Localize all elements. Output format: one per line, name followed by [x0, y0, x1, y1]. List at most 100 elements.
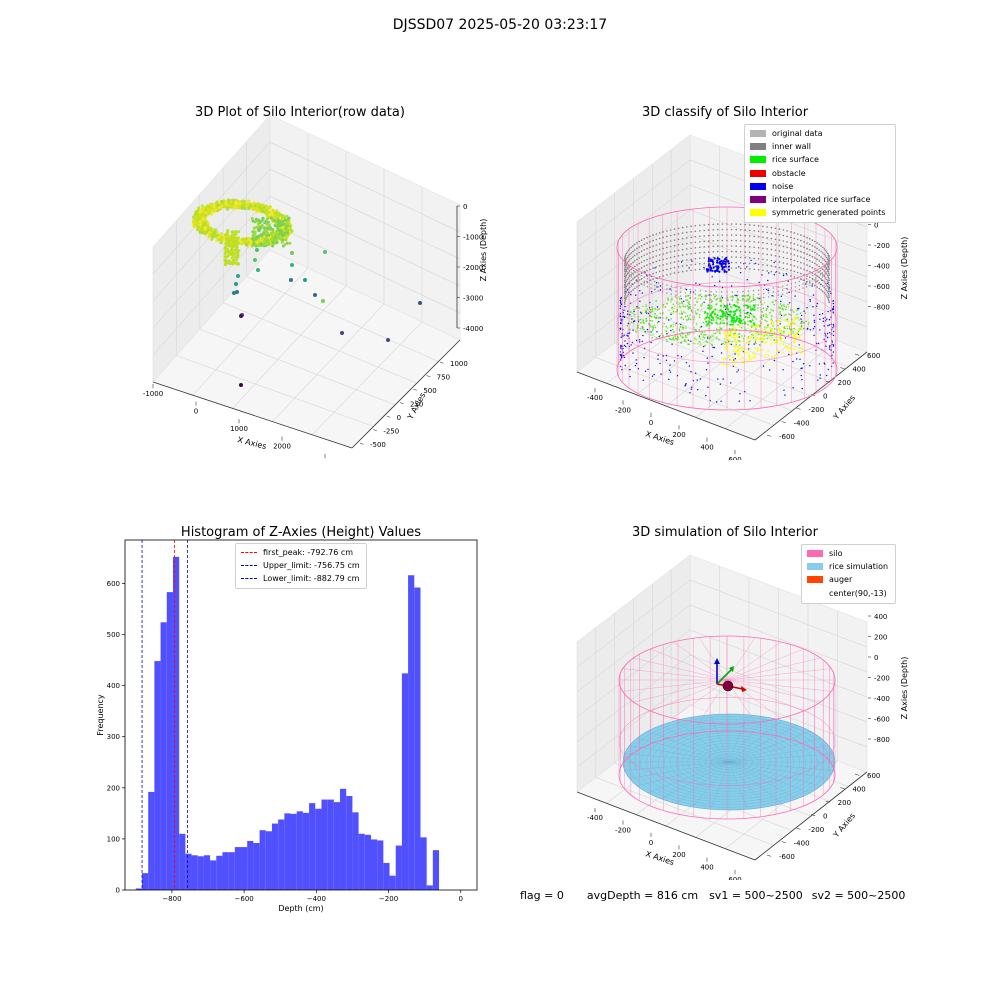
flag-value: flag = 0: [520, 889, 564, 902]
legend-line-swatch: [241, 578, 257, 579]
legend-item: symmetric generated points: [745, 206, 895, 219]
histogram-bar: [321, 799, 328, 890]
histogram-y-tick-label: 500: [107, 631, 120, 639]
legend-label: Lower_limit: -882.79 cm: [263, 574, 360, 583]
histogram-xlabel: Depth (cm): [278, 904, 323, 913]
legend-item: center(90,-13): [802, 587, 895, 600]
legend-item: Upper_limit: -756.75 cm: [236, 559, 366, 572]
histogram-x-tick-label: −400: [307, 895, 326, 903]
histogram-bar: [327, 799, 334, 890]
legend-label: obstacle: [772, 168, 806, 178]
raw-y-tick-label: 500: [423, 387, 436, 395]
raw-x-tick-label: 1000: [230, 425, 248, 433]
classify-3d-xlabel: X Axies: [644, 429, 675, 447]
sv1-value: sv1 = 500~2500: [709, 889, 803, 902]
legend-item: inner wall: [745, 140, 895, 153]
histogram-bar: [278, 819, 285, 890]
simulation-y-tick-label: 0: [823, 813, 827, 821]
histogram-bar: [166, 592, 173, 890]
histogram-bar: [414, 587, 421, 890]
histogram-bar: [377, 840, 384, 890]
classify-x-tick-label: 600: [728, 456, 741, 460]
histogram-y-tick-label: 300: [107, 733, 120, 741]
histogram-bar: [296, 811, 303, 890]
legend-swatch: [807, 563, 823, 571]
classify-y-tick-label: 200: [838, 379, 851, 387]
classify-z-tick-label: -800: [874, 304, 890, 312]
histogram-bar: [265, 831, 272, 890]
histogram-bar: [383, 862, 390, 890]
histogram-x-tick-label: −600: [235, 895, 254, 903]
legend-item: rice surface: [745, 153, 895, 166]
legend-label: silo: [829, 549, 843, 559]
legend-item: Lower_limit: -882.79 cm: [236, 572, 366, 585]
histogram-bar: [191, 855, 198, 890]
classify-z-tick-label: 0: [874, 222, 878, 230]
legend-swatch: [807, 550, 823, 558]
legend-label: rice simulation: [829, 562, 889, 572]
classify-x-tick-label: 0: [649, 419, 653, 427]
auger-icon: [714, 658, 747, 692]
simulation-z-tick-label: -200: [874, 675, 890, 683]
histogram-x-tick-label: −200: [379, 895, 398, 903]
histogram-bar: [364, 834, 371, 890]
histogram-limit-lines: [141, 540, 188, 890]
legend-line-swatch: [241, 565, 257, 566]
raw-y-tick-label: 250: [410, 401, 423, 409]
classify-x-tick-label: 200: [672, 431, 685, 439]
panel-classify-3d: 3D classify of Silo Interior -400 -200 0 20…: [576, 105, 909, 460]
raw-3d-title: 3D Plot of Silo Interior(row data): [195, 105, 405, 120]
classify-x-tick-label: -200: [615, 406, 631, 414]
histogram-bar: [142, 873, 149, 890]
histogram-bar: [210, 860, 217, 890]
simulation-z-tick-label: 200: [874, 634, 887, 642]
histogram-bar: [426, 885, 433, 890]
histogram-bar: [185, 853, 192, 890]
histogram-bar: [290, 813, 297, 890]
classify-legend: original data inner wall rice surface obsta…: [744, 124, 896, 224]
simulation-legend: silo rice simulation auger center(90,-13): [801, 544, 896, 604]
histogram-x-ticks: −800 −600 −400 −200 0: [162, 890, 463, 903]
raw-y-tick-label: -250: [383, 428, 399, 436]
legend-item: obstacle: [745, 167, 895, 180]
status-line: flag = 0 avgDepth = 816 cm sv1 = 500~250…: [520, 889, 990, 902]
histogram-bar: [234, 847, 242, 890]
classify-x-tick-label: -400: [587, 394, 603, 402]
figure-title: DJSSD07 2025-05-20 03:23:17: [392, 17, 608, 33]
histogram-bar: [203, 855, 211, 890]
classify-y-tick-label: -400: [794, 420, 810, 428]
histogram-y-tick-label: 200: [107, 784, 120, 792]
classify-3d-title: 3D classify of Silo Interior: [642, 105, 809, 120]
simulation-y-tick-label: -400: [794, 840, 810, 848]
simulation-z-tick-label: 400: [874, 613, 887, 621]
raw-y-tick-label: -500: [370, 441, 386, 449]
legend-item: rice simulation: [802, 560, 895, 573]
histogram-bar: [309, 803, 316, 890]
histogram-legend: first_peak: -792.76 cm Upper_limit: -756.…: [235, 543, 367, 589]
panel-raw-3d: 3D Plot of Silo Interior(row data) -1000…: [143, 105, 488, 459]
avg-depth-value: avgDepth = 816 cm: [586, 889, 699, 902]
panel-histogram: Histogram of Z-Axies (Height) Values −80…: [96, 525, 478, 913]
simulation-3d-zlabel: Z Axies (Depth): [900, 657, 909, 720]
raw-y-tick-label: 0: [397, 414, 401, 422]
classify-y-tick-label: -200: [808, 406, 824, 414]
simulation-y-tick-label: -600: [779, 853, 795, 861]
simulation-z-tick-label: -800: [874, 736, 890, 744]
legend-item: interpolated rice surface: [745, 193, 895, 206]
histogram-bar: [401, 673, 409, 890]
histogram-bar: [333, 802, 341, 890]
histogram-bar: [241, 847, 248, 890]
histogram-y-tick-label: 600: [107, 580, 120, 588]
simulation-3d-ylabel: Y Axies: [831, 811, 857, 840]
raw-y-tick-label: 750: [437, 374, 450, 382]
legend-label: interpolated rice surface: [772, 195, 871, 205]
histogram-bar: [315, 808, 322, 890]
simulation-x-tick-label: -400: [587, 814, 603, 822]
legend-swatch: [750, 169, 766, 177]
legend-line-swatch: [241, 552, 257, 553]
histogram-y-ticks: 0 100 200 300 400 500 600: [107, 580, 125, 895]
raw-3d-ticks: -10000100020003000-500-25002505007501000…: [143, 203, 483, 459]
classify-3d-points: [616, 206, 838, 411]
histogram-ylabel: Frequency: [96, 694, 105, 736]
raw-3d-zlabel: Z Axies (Depth): [479, 219, 488, 282]
